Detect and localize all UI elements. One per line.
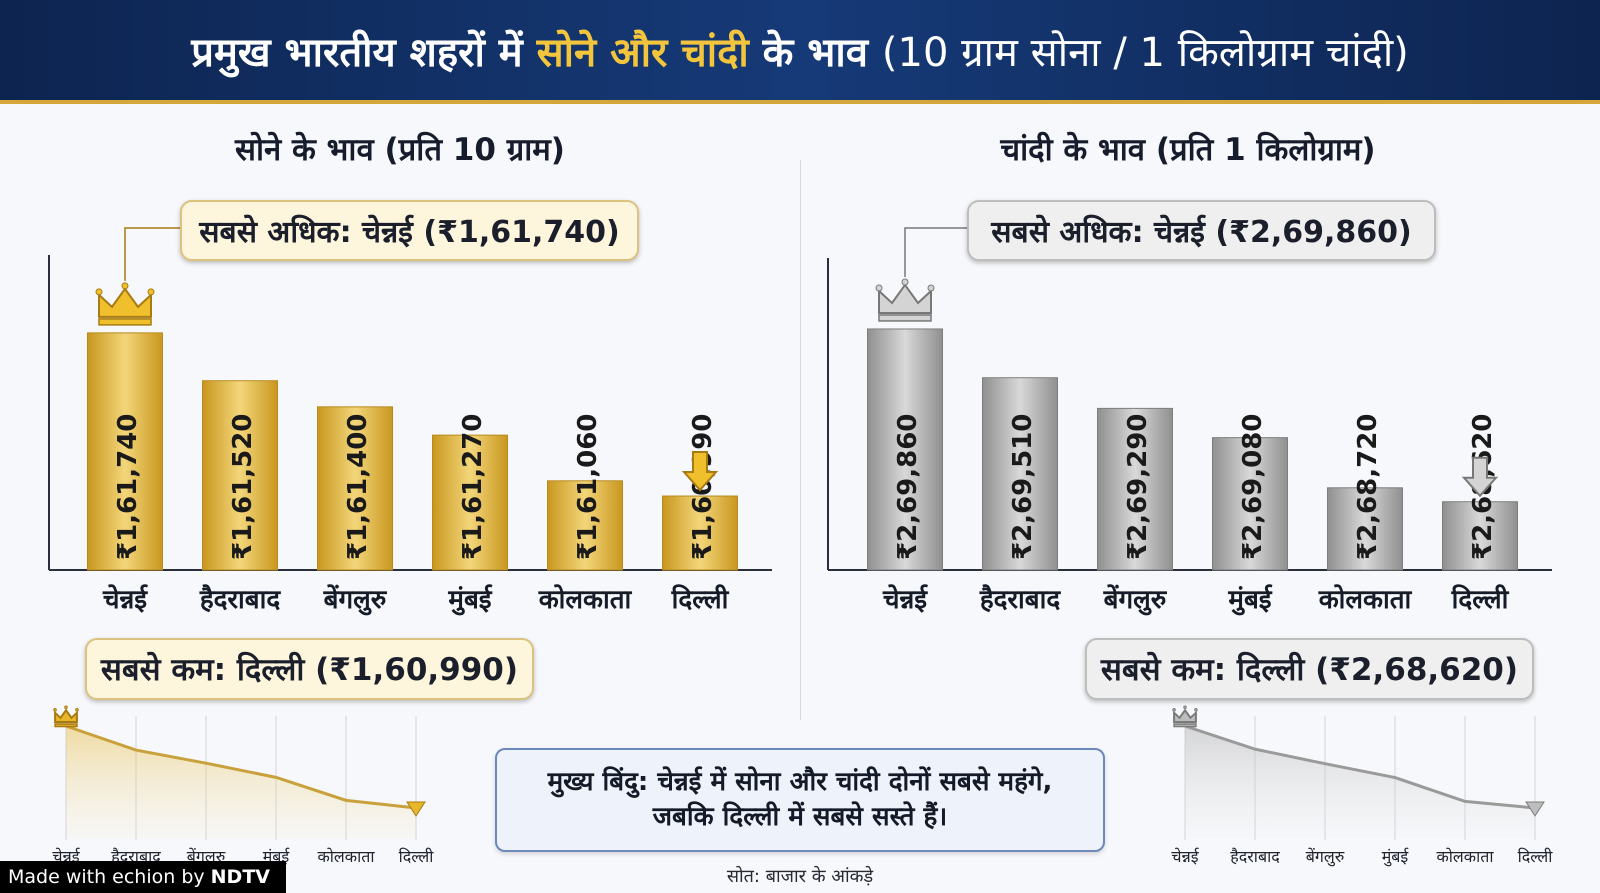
mini-crown-icon-band bbox=[54, 723, 78, 728]
bar bbox=[1327, 487, 1403, 571]
crown-icon-jewel bbox=[927, 284, 935, 292]
bar bbox=[547, 480, 623, 571]
crown-icon bbox=[875, 278, 935, 322]
mini-crown-icon-jewel bbox=[1194, 708, 1198, 712]
bar bbox=[317, 406, 393, 571]
mini-x-label: बेंगलुरु bbox=[1306, 847, 1345, 867]
x-tick-label: हैदराबाद bbox=[979, 584, 1062, 615]
mini-line bbox=[65, 724, 417, 810]
mini-crown-icon-jewel bbox=[1183, 705, 1187, 709]
bar bbox=[867, 328, 943, 571]
mini-crown-icon-jewel bbox=[64, 705, 68, 709]
bar bbox=[662, 495, 738, 571]
bar bbox=[1212, 437, 1288, 571]
mini-x-label: कोलकाता bbox=[318, 847, 376, 866]
bar-value-label: ₹2,69,080 bbox=[1238, 414, 1268, 560]
mini-crown-icon-jewel bbox=[75, 708, 79, 712]
source-note: सोत: बाजार के आंकड़े bbox=[726, 866, 874, 887]
crown-icon-jewel bbox=[95, 288, 103, 296]
bar-value-label: ₹1,61,400 bbox=[343, 414, 373, 560]
bar bbox=[1442, 501, 1518, 571]
x-tick-label: दिल्ली bbox=[671, 584, 730, 615]
silver-chart-title: चांदी के भाव (प्रति 1 किलोग्राम) bbox=[1000, 132, 1376, 168]
crown-icon-jewel bbox=[147, 288, 155, 296]
x-tick-label: चेन्नई bbox=[882, 584, 928, 615]
crown-icon-jewel bbox=[121, 282, 129, 290]
crown-icon-shape bbox=[98, 287, 152, 318]
mini-down-triangle-icon bbox=[1525, 801, 1545, 817]
silver-bar-chart: ₹2,69,860 चेन्नई ₹2,69,510 हैदराबाद ₹2,69,29… bbox=[827, 227, 1552, 616]
bar bbox=[1097, 407, 1173, 571]
x-tick-label: दिल्ली bbox=[1451, 584, 1510, 615]
gold-chart-title: सोने के भाव (प्रति 10 ग्राम) bbox=[235, 132, 565, 168]
panel-divider bbox=[800, 160, 801, 720]
bar bbox=[87, 332, 163, 571]
down-arrow-icon bbox=[681, 451, 719, 492]
mini-crown-icon bbox=[1172, 705, 1198, 728]
mini-x-label: दिल्ली bbox=[399, 847, 435, 866]
x-tick-label: कोलकाता bbox=[1318, 584, 1413, 615]
mini-line bbox=[1184, 724, 1536, 810]
bar-value-label: ₹2,69,290 bbox=[1123, 414, 1153, 560]
mini-crown-icon-jewel bbox=[1172, 708, 1176, 712]
x-tick-label: हैदराबाद bbox=[199, 584, 282, 615]
key-point-line-1: मुख्य बिंदु: चेन्नई में सोना और चांदी दो… bbox=[547, 766, 1053, 797]
mini-crown-icon-shape bbox=[1173, 708, 1197, 723]
x-tick-label: चेन्नई bbox=[102, 584, 148, 615]
gold-lowest-callout: सबसे कम: दिल्ली (₹1,60,990) bbox=[85, 638, 534, 700]
mini-x-label: दिल्ली bbox=[1518, 847, 1554, 866]
mini-crown-icon-jewel bbox=[53, 708, 57, 712]
crown-icon-band bbox=[98, 318, 152, 326]
silver-highest-callout: सबसे अधिक: चेन्नई (₹2,69,860) bbox=[967, 200, 1436, 261]
mini-x-label: कोलकाता bbox=[1437, 847, 1495, 866]
x-tick-label: मुंबई bbox=[447, 584, 492, 616]
crown-icon-shape bbox=[878, 283, 932, 314]
bar-value-label: ₹2,69,860 bbox=[893, 414, 923, 560]
bar-value-label: ₹1,61,520 bbox=[228, 414, 258, 560]
gold-highest-callout: सबसे अधिक: चेन्नई (₹1,61,740) bbox=[180, 200, 639, 261]
bar bbox=[432, 434, 508, 571]
down-arrow-icon bbox=[1461, 456, 1499, 498]
bar-value-label: ₹2,69,510 bbox=[1008, 414, 1038, 560]
key-point-line-2: जबकि दिल्ली में सबसे सस्ते हैं। bbox=[652, 802, 948, 832]
silver-trend-mini-chart: चेन्नई हैदराबाद बेंगलुरु मुंबई कोलकाता दिल्ली bbox=[1171, 705, 1554, 867]
page-title: प्रमुख भारतीय शहरों में सोने और चांदी के… bbox=[191, 29, 1409, 76]
mini-crown-icon-band bbox=[1173, 723, 1197, 728]
mini-x-label: चेन्नई bbox=[1171, 847, 1199, 866]
bar-value-label: ₹2,68,720 bbox=[1353, 414, 1383, 560]
x-tick-label: मुंबई bbox=[1227, 584, 1272, 616]
callout-connector bbox=[904, 227, 967, 277]
key-point-box: मुख्य बिंदु: चेन्नई में सोना और चांदी दो… bbox=[495, 748, 1105, 852]
callout-connector bbox=[124, 227, 180, 281]
x-tick-label: कोलकाता bbox=[538, 584, 633, 615]
bar-value-label: ₹1,61,060 bbox=[573, 414, 603, 560]
crown-icon bbox=[95, 282, 155, 326]
bar bbox=[982, 377, 1058, 571]
mini-down-triangle-icon bbox=[406, 801, 426, 817]
bar bbox=[202, 380, 278, 571]
gold-trend-mini-chart: चेन्नई हैदराबाद बेंगलुरु मुंबई कोलकाता दिल्ली bbox=[52, 705, 435, 867]
mini-x-label: हैदराबाद bbox=[1230, 847, 1280, 866]
header-banner: प्रमुख भारतीय शहरों में सोने और चांदी के… bbox=[0, 0, 1600, 104]
crown-icon-band bbox=[878, 314, 932, 322]
mini-crown-icon bbox=[53, 705, 79, 728]
crown-icon-jewel bbox=[901, 278, 909, 286]
made-with-watermark: Made with echion by NDTV bbox=[0, 861, 286, 893]
x-tick-label: बेंगलुरु bbox=[1103, 584, 1168, 616]
x-tick-label: बेंगलुरु bbox=[323, 584, 388, 616]
bar-value-label: ₹1,61,740 bbox=[113, 414, 143, 560]
mini-x-label: मुंबई bbox=[1382, 847, 1410, 867]
mini-crown-icon-shape bbox=[54, 708, 78, 723]
bar-value-label: ₹1,61,270 bbox=[458, 414, 488, 560]
silver-lowest-callout: सबसे कम: दिल्ली (₹2,68,620) bbox=[1085, 638, 1534, 700]
crown-icon-jewel bbox=[875, 284, 883, 292]
gold-bar-chart: ₹1,61,740 चेन्नई ₹1,61,520 हैदराबाद ₹1,61,40… bbox=[48, 227, 772, 616]
